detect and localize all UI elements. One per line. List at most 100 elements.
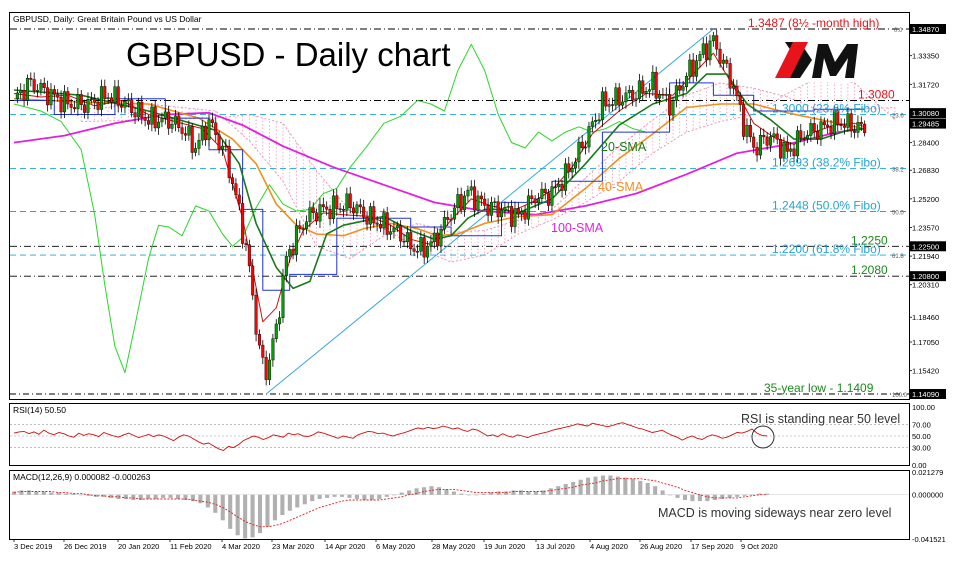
level-label: 1.2448 (50.0% Fibo) (772, 199, 881, 213)
candle-body (725, 59, 729, 64)
price-panel-frame (9, 12, 910, 400)
candle-body (143, 117, 147, 121)
candle-body (32, 79, 36, 91)
candle-body (745, 125, 749, 137)
candle-body (113, 86, 117, 103)
candle-body (651, 71, 655, 90)
candle-body (29, 78, 33, 80)
candle-body (268, 359, 272, 380)
macd-signal-line (13, 478, 767, 528)
macd-bar (325, 494, 330, 498)
macd-bar (444, 489, 449, 495)
candle-body (36, 90, 40, 92)
candle-body (284, 256, 288, 276)
macd-bar (243, 494, 248, 539)
rsi-tick-label: 70.00 (912, 420, 931, 429)
candle-body (563, 163, 567, 191)
price-tick-label: 1.30080 (912, 109, 939, 118)
time-tick-label: 14 Apr 2020 (325, 542, 365, 551)
macd-bar (41, 491, 46, 495)
candle-body (580, 141, 584, 148)
candle-body (99, 86, 103, 110)
price-tag (910, 108, 946, 119)
candle-body (110, 97, 114, 103)
candle-body (257, 334, 261, 346)
candle-body (160, 118, 164, 123)
candle-body (822, 121, 826, 126)
candle-body (251, 265, 255, 296)
candle-body (463, 195, 467, 211)
candle-body (789, 148, 793, 152)
candle-body (691, 59, 695, 77)
macd-bar (56, 492, 61, 495)
candle-body (254, 294, 258, 335)
macd-bar (735, 494, 740, 497)
candle-body (550, 186, 554, 206)
fibo-tag: 0.0 (894, 28, 903, 34)
candle-body (627, 90, 631, 94)
candle-body (540, 188, 544, 199)
candle-body (637, 80, 641, 99)
candle-body (748, 125, 752, 138)
candle-body (846, 113, 850, 128)
macd-bar (675, 494, 680, 498)
price-tick-label: 1.14090 (912, 390, 939, 399)
candle-body (389, 231, 393, 235)
candle-body (762, 135, 766, 138)
candle-body (799, 130, 803, 139)
candle-body (758, 135, 762, 156)
macd-bar (392, 494, 397, 496)
candle-body (678, 85, 682, 91)
candle-body (765, 136, 769, 146)
candle-body (863, 123, 867, 134)
time-tick-label: 26 Aug 2020 (640, 542, 682, 551)
price-tick-label: 1.15420 (912, 367, 939, 376)
horizontal-levels (10, 28, 909, 395)
rsi-tick-label: 30.00 (912, 444, 931, 453)
macd-bar (123, 494, 128, 499)
macd-bar (504, 491, 509, 495)
candle-body (22, 89, 26, 101)
candle-body (214, 122, 218, 135)
candle-body (826, 124, 830, 128)
macd-bar (34, 491, 39, 495)
macd-bar (682, 494, 688, 501)
macd-bar (593, 476, 598, 495)
candle-body (456, 194, 460, 209)
macd-bar (339, 494, 345, 497)
candle-body (795, 130, 799, 157)
macd-bar (727, 494, 732, 498)
time-tick-label: 4 Mar 2020 (222, 542, 260, 551)
level-label: 1.3487 (8½ -month high) (748, 16, 879, 30)
sma100-label: 100-SMA (551, 221, 604, 235)
macd-bar (26, 490, 31, 495)
candle-body (624, 92, 628, 103)
candle-body (180, 127, 184, 134)
candle-body (183, 133, 187, 136)
candle-body (241, 203, 245, 244)
macd-tick-label: 0.021279 (912, 468, 943, 477)
macd-bar (116, 494, 121, 499)
candle-body (684, 76, 688, 88)
candle-body (305, 221, 309, 229)
candle-body (237, 194, 241, 204)
candle-body (819, 121, 823, 140)
symbol-info: GBPUSD, Daily: Great Britain Pound vs US… (13, 14, 202, 24)
time-tick-label: 4 Aug 2020 (590, 542, 628, 551)
macd-bar (399, 492, 404, 495)
time-tick-label: 6 May 2020 (376, 542, 415, 551)
price-tick-label: 1.23570 (912, 223, 939, 232)
candle-body (261, 344, 265, 358)
candle-body (274, 323, 278, 339)
candle-body (442, 217, 446, 230)
candle-body (73, 107, 77, 110)
price-tag (910, 118, 946, 129)
candle-body (688, 59, 692, 77)
xm-logo: XM (775, 40, 863, 82)
candle-body (614, 87, 618, 106)
candle-body (315, 212, 319, 222)
macd-bar (146, 494, 151, 499)
macd-bar (563, 484, 568, 495)
